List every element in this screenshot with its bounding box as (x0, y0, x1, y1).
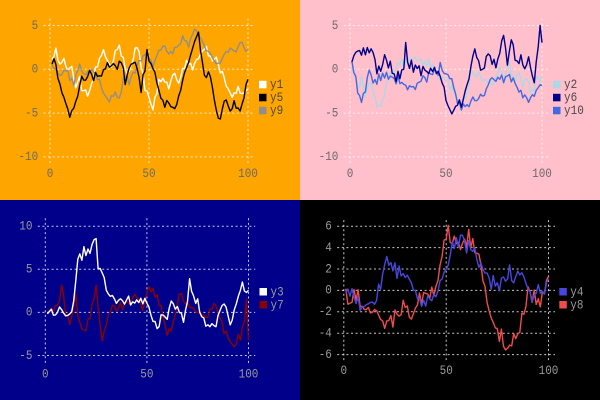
svg-text:y1: y1 (270, 77, 283, 92)
svg-text:0: 0 (347, 166, 354, 181)
svg-text:5: 5 (26, 262, 33, 277)
svg-text:-6: -6 (319, 347, 332, 362)
svg-text:100: 100 (238, 166, 258, 181)
svg-text:-5: -5 (25, 105, 38, 120)
svg-text:0: 0 (332, 62, 339, 77)
svg-text:50: 50 (439, 166, 452, 181)
svg-text:0: 0 (47, 166, 54, 181)
svg-text:100: 100 (539, 363, 559, 378)
svg-text:-2: -2 (319, 304, 332, 319)
svg-text:-10: -10 (319, 149, 339, 164)
svg-text:y8: y8 (570, 297, 583, 312)
svg-text:0: 0 (32, 62, 39, 77)
svg-text:5: 5 (332, 18, 339, 33)
svg-text:y2: y2 (564, 77, 577, 92)
svg-text:100: 100 (239, 366, 259, 381)
svg-text:y6: y6 (564, 90, 577, 105)
svg-text:6: 6 (325, 219, 332, 234)
svg-text:0: 0 (42, 366, 49, 381)
svg-text:-4: -4 (319, 326, 332, 341)
svg-text:y7: y7 (271, 297, 284, 312)
svg-text:50: 50 (140, 366, 153, 381)
svg-text:-5: -5 (325, 105, 338, 120)
svg-text:-10: -10 (18, 149, 38, 164)
svg-text:5: 5 (32, 18, 39, 33)
svg-text:y9: y9 (270, 103, 283, 118)
svg-text:y5: y5 (270, 90, 283, 105)
svg-text:0: 0 (26, 305, 33, 320)
svg-text:50: 50 (142, 166, 155, 181)
svg-text:100: 100 (532, 166, 552, 181)
svg-text:0: 0 (325, 283, 332, 298)
svg-text:y4: y4 (570, 284, 583, 299)
svg-text:y3: y3 (271, 284, 284, 299)
svg-text:50: 50 (440, 363, 453, 378)
svg-text:0: 0 (341, 363, 348, 378)
svg-text:y10: y10 (564, 103, 584, 118)
svg-text:2: 2 (325, 261, 332, 276)
svg-text:10: 10 (19, 219, 32, 234)
svg-text:-5: -5 (19, 348, 32, 363)
svg-text:4: 4 (325, 240, 332, 255)
